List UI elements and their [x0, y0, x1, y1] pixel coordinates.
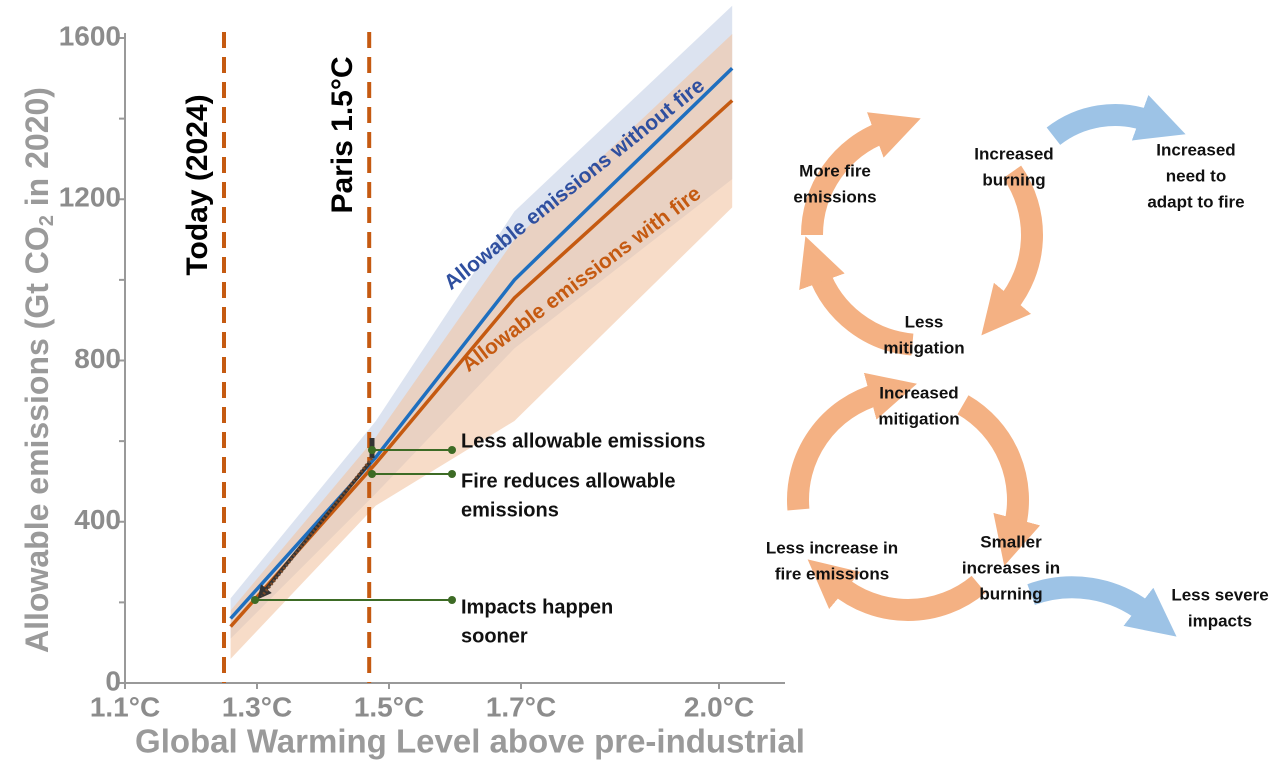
diagram-label: adapt to fire [1147, 192, 1244, 211]
diagram-label: mitigation [878, 409, 959, 428]
annotation-text: Less allowable emissions [461, 430, 706, 452]
diagram-label: increases in [962, 558, 1060, 577]
diagram-label: Increased [1156, 140, 1235, 159]
cycle-arrow [957, 395, 1041, 566]
annotation-dot [368, 470, 376, 478]
diagram-label: More fire [799, 161, 871, 180]
x-tick-label: 2.0°C [684, 691, 754, 722]
annotation-dot [368, 446, 376, 454]
annotation-text: emissions [461, 499, 559, 521]
cycle-arrow [807, 559, 986, 621]
x-tick-label: 1.3°C [222, 691, 292, 722]
y-tick-label: 1600 [59, 20, 121, 51]
arrow [260, 457, 374, 597]
diagram-label: Increased [879, 383, 958, 402]
annotation-dot [251, 596, 259, 604]
outcome-arrow [1027, 576, 1177, 637]
x-tick-label: 1.7°C [486, 691, 556, 722]
cycle-arrow [787, 372, 917, 511]
diagram-label: fire emissions [775, 564, 889, 583]
cycle-arrow [801, 112, 921, 236]
diagram-label: Smaller [980, 532, 1042, 551]
annotation-dot [448, 470, 456, 478]
diagram-label: burning [979, 584, 1042, 603]
y-axis-title: Allowable emissions (Gt CO2 in 2020) [19, 87, 58, 653]
reference-label: Paris 1.5°C [326, 56, 359, 213]
diagram-label: burning [982, 170, 1045, 189]
series-line [229, 66, 734, 620]
reference-label: Today (2024) [181, 94, 214, 275]
cycle-arrow [981, 165, 1043, 336]
y-tick-label: 0 [105, 665, 121, 696]
annotation-dot [448, 596, 456, 604]
y-axis-title-part: Allowable emissions (Gt CO [19, 226, 55, 653]
x-axis-title: Global Warming Level above pre-industria… [135, 723, 805, 760]
cycle-arrow [799, 236, 914, 356]
diagram-label: Increased [974, 144, 1053, 163]
diagram-label: Less increase in [766, 538, 898, 557]
diagram-label: need to [1166, 166, 1226, 185]
annotation-text: Fire reduces allowable [461, 470, 676, 492]
x-tick-label: 1.1°C [90, 691, 160, 722]
diagram-label: mitigation [883, 338, 964, 357]
diagram-label: Less severe [1171, 585, 1268, 604]
diagram-label: emissions [793, 187, 876, 206]
y-tick-label: 400 [74, 504, 121, 535]
annotation-text: Impacts happen [461, 596, 613, 618]
y-tick-label: 1200 [59, 182, 121, 213]
annotation-dot [448, 446, 456, 454]
diagram-label: Less [905, 312, 944, 331]
annotation-text: sooner [461, 625, 528, 647]
outcome-arrow [1046, 94, 1186, 146]
y-axis-title-part: 2 [36, 215, 58, 226]
x-tick-label: 1.5°C [354, 691, 424, 722]
diagram-label: impacts [1188, 611, 1252, 630]
y-tick-label: 800 [74, 343, 121, 374]
y-axis-title-part: in 2020) [19, 87, 55, 215]
